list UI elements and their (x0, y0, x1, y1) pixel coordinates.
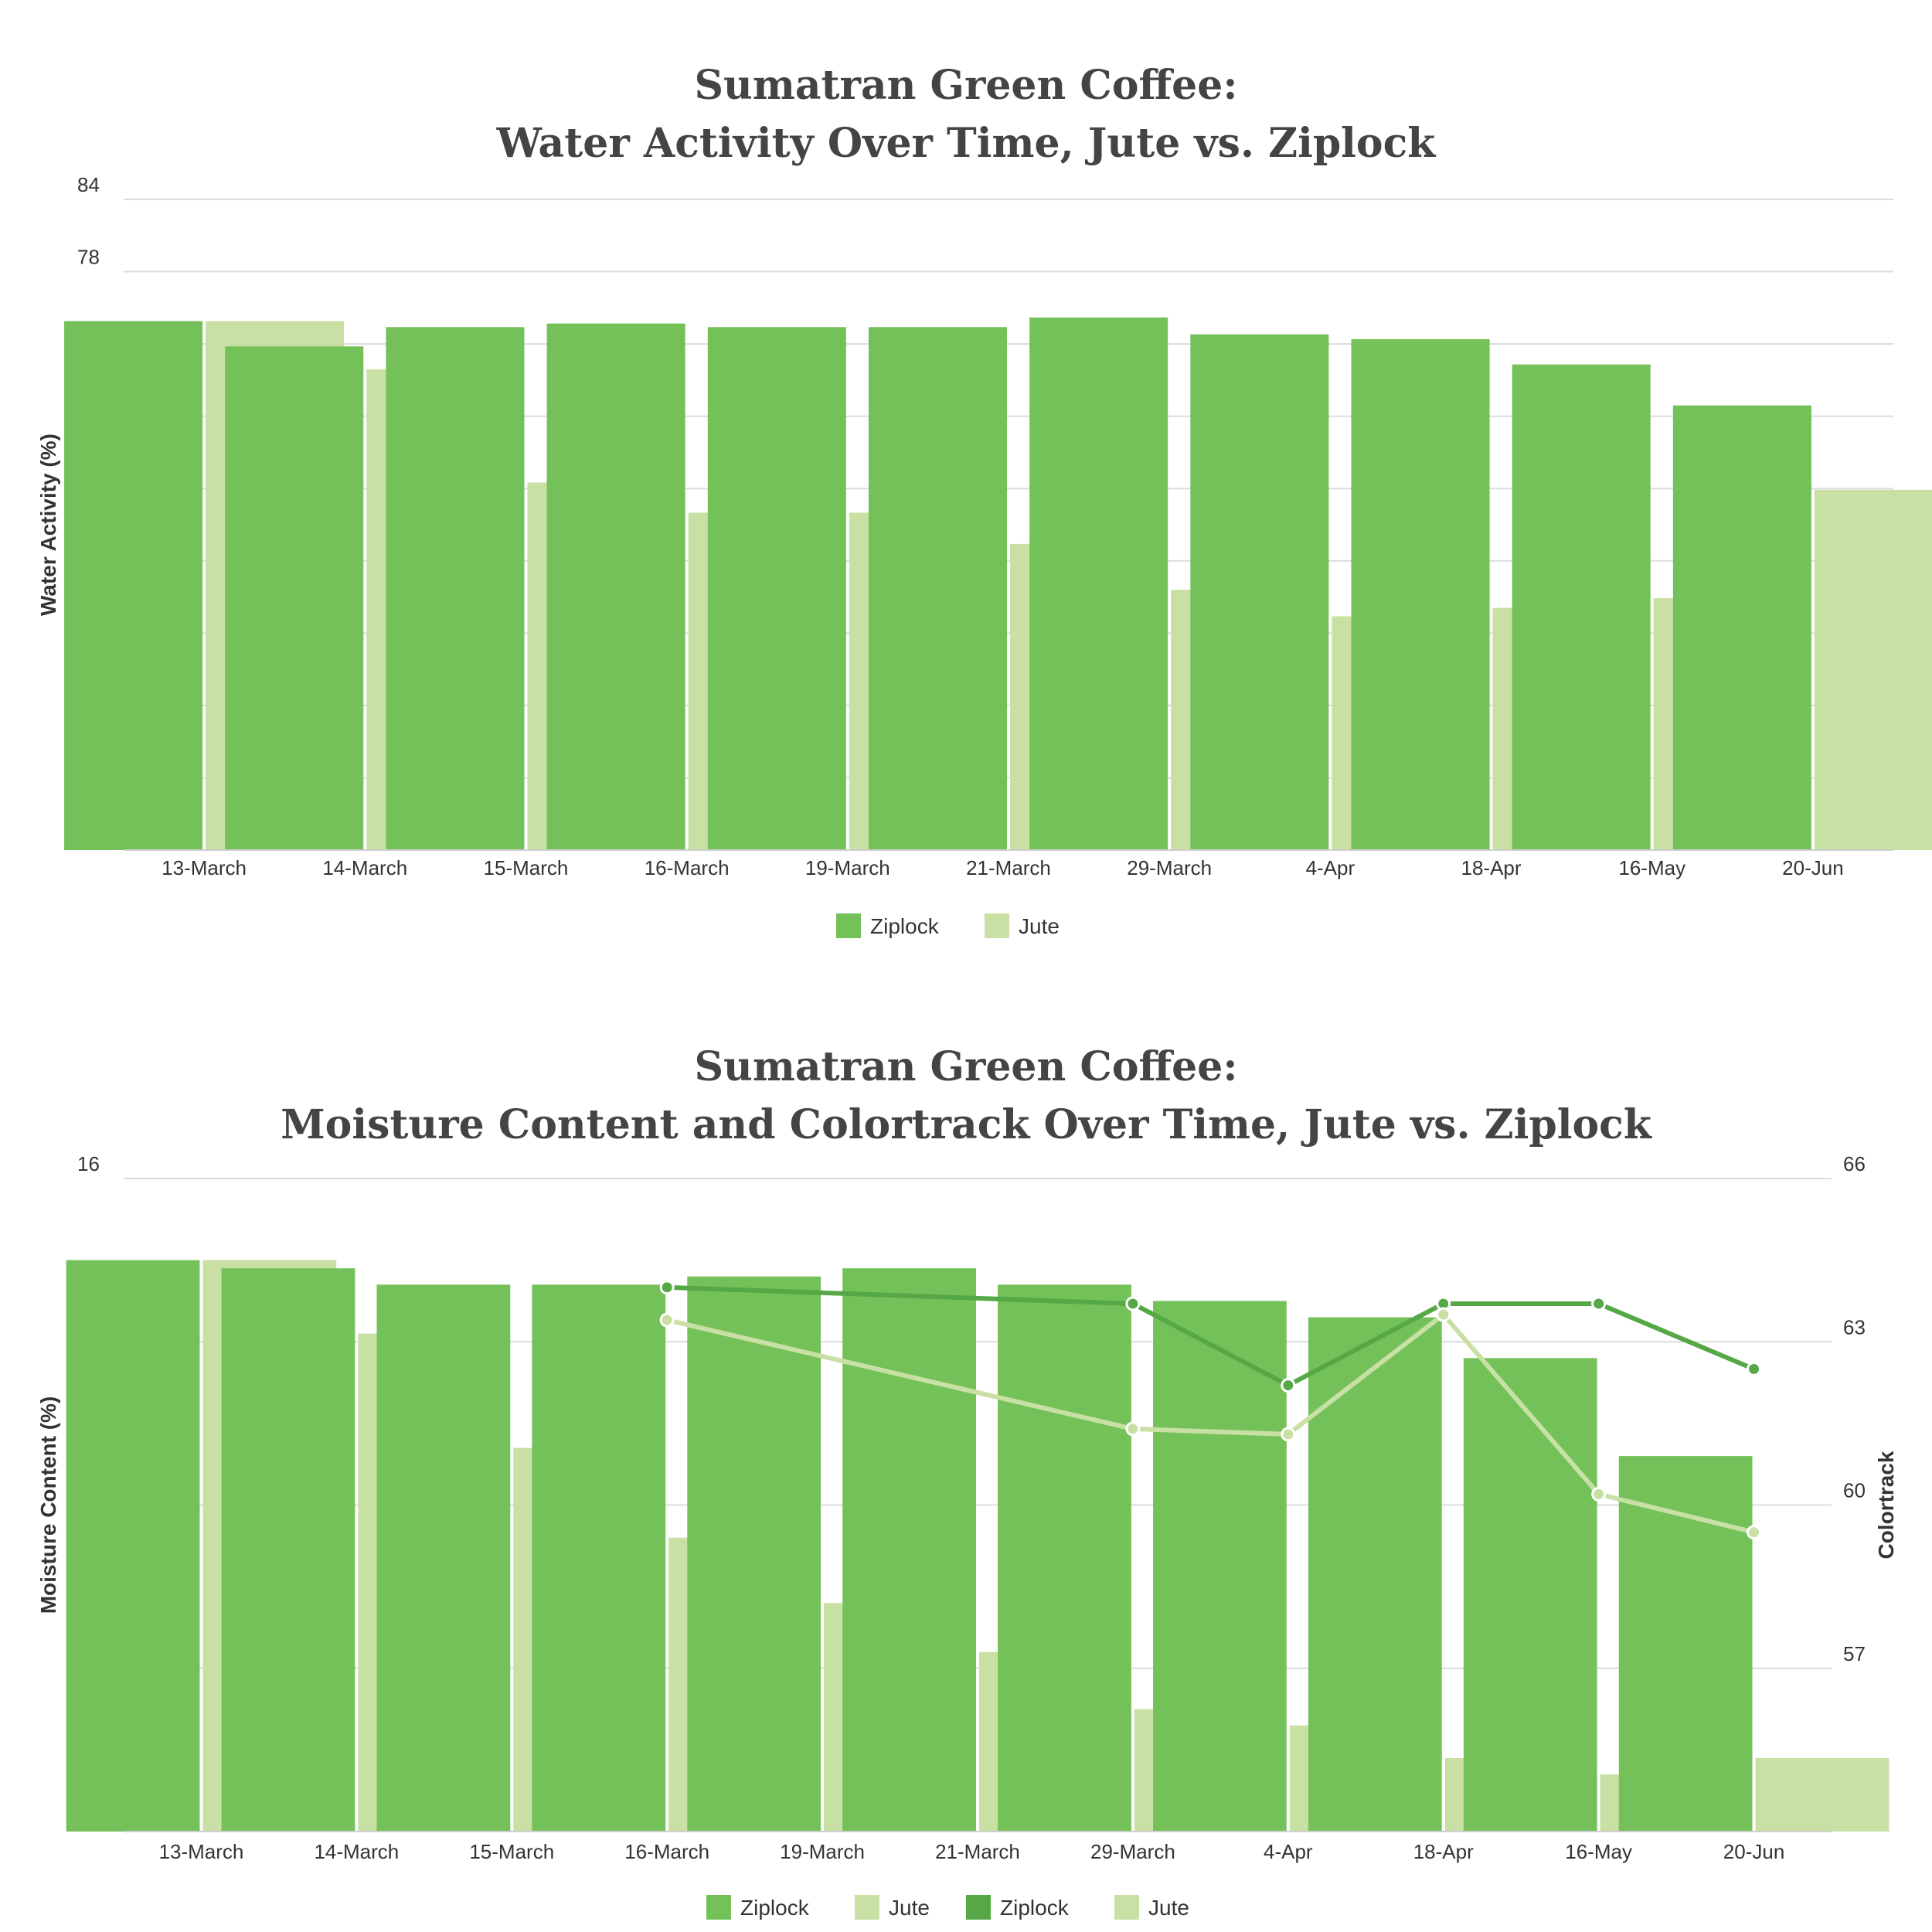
y-tick-label: 84 (77, 173, 100, 196)
x-tick-label: 14-March (322, 856, 407, 879)
legend-swatch (966, 1895, 991, 1920)
bar-ziplock-14-march (221, 1268, 355, 1832)
x-tick-label: 18-Apr (1413, 1840, 1474, 1863)
chart-title-line: Sumatran Green Coffee: (694, 1043, 1237, 1090)
x-tick-label: 16-May (1565, 1840, 1632, 1863)
y-right-tick-label: 63 (1843, 1315, 1866, 1338)
legend-swatch (706, 1895, 731, 1920)
legend-item-ziplock: Ziplock (836, 913, 940, 938)
legend-swatch (1114, 1895, 1139, 1920)
x-tick-label: 19-March (805, 856, 890, 879)
line-point-ziplock (659, 1280, 675, 1295)
x-tick-label: 15-March (484, 856, 569, 879)
line-point-ziplock (1747, 1361, 1762, 1376)
bar-jute-20-jun (1755, 1757, 1889, 1832)
y-right-tick-label: 66 (1843, 1152, 1866, 1175)
bar-ziplock-18-apr (1351, 338, 1490, 850)
bar-ziplock-16-may (1463, 1358, 1597, 1832)
bar-ziplock-13-march (66, 1260, 200, 1832)
moisture-colortrack-chart: Sumatran Green Coffee: Moisture Content a… (36, 1043, 1898, 1920)
bar-ziplock-16-march (546, 323, 685, 850)
bar-ziplock-15-march (386, 327, 525, 850)
bar-ziplock-29-march (1029, 317, 1168, 851)
legend-label: Jute (889, 1896, 930, 1920)
legend-item-jute: Jute (855, 1895, 930, 1920)
y-right-tick-label: 60 (1843, 1479, 1866, 1502)
bar-ziplock-4-apr (1190, 334, 1329, 850)
bar-ziplock-19-march (687, 1276, 821, 1832)
y-axis-label: Moisture Content (%) (36, 1396, 60, 1614)
bar-ziplock-4-apr (1153, 1301, 1287, 1832)
y-tick-label: 78 (77, 246, 100, 269)
x-tick-label: 13-March (159, 1840, 244, 1863)
bar-ziplock-19-march (707, 327, 846, 850)
line-jute (666, 1312, 1755, 1535)
legend-swatch (855, 1895, 879, 1920)
line-point-ziplock (1125, 1296, 1141, 1311)
x-tick-label: 16-May (1618, 856, 1685, 879)
x-tick-label: 14-March (314, 1840, 399, 1863)
y-tick-label: 16 (77, 1152, 100, 1175)
legend-swatch (985, 913, 1009, 938)
bar-ziplock-14-march (225, 346, 364, 851)
legend-item-ziplock: Ziplock (706, 1895, 810, 1920)
x-tick-label: 4-Apr (1264, 1840, 1313, 1863)
line-point-jute (1436, 1307, 1451, 1322)
legend-label: Ziplock (870, 914, 940, 938)
water-activity-chart: Sumatran Green Coffee: Water Activity Ove… (36, 62, 1932, 938)
bar-ziplock-16-may (1512, 364, 1651, 850)
x-tick-label: 29-March (1127, 856, 1212, 879)
x-tick-label: 20-Jun (1723, 1840, 1785, 1863)
bar-jute-20-jun (1814, 489, 1932, 850)
bar-ziplock-20-jun (1618, 1456, 1753, 1832)
y-right-tick-label: 57 (1843, 1642, 1866, 1665)
line-point-jute (1125, 1421, 1141, 1437)
legend-item-ziplock: Ziplock (966, 1895, 1070, 1920)
line-ziplock (667, 1284, 1755, 1388)
bar-ziplock-13-march (64, 321, 203, 850)
y-axis-label: Water Activity (%) (36, 434, 60, 616)
x-tick-label: 21-March (966, 856, 1051, 879)
legend-swatch (836, 913, 861, 938)
legend-label: Ziplock (1000, 1896, 1070, 1920)
x-tick-label: 4-Apr (1306, 856, 1355, 879)
x-tick-label: 19-March (780, 1840, 865, 1863)
line-point-jute (1591, 1486, 1607, 1502)
x-tick-label: 20-Jun (1782, 856, 1844, 879)
line-point-jute (1281, 1427, 1296, 1442)
x-tick-label: 29-March (1090, 1840, 1175, 1863)
line-point-jute (659, 1312, 675, 1328)
line-point-ziplock (1591, 1296, 1607, 1311)
x-tick-label: 13-March (162, 856, 247, 879)
line-point-ziplock (1281, 1378, 1296, 1393)
chart-title-line: Sumatran Green Coffee: (694, 62, 1237, 109)
x-tick-label: 21-March (935, 1840, 1020, 1863)
bar-ziplock-16-march (532, 1284, 666, 1832)
legend-label: Ziplock (740, 1896, 810, 1920)
chart-title-line: Moisture Content and Colortrack Over Tim… (281, 1101, 1652, 1148)
bar-ziplock-21-march (868, 327, 1007, 850)
y-right-axis-label: Colortrack (1874, 1451, 1898, 1559)
bar-ziplock-15-march (376, 1284, 511, 1832)
legend-label: Jute (1019, 914, 1060, 938)
x-tick-label: 15-March (469, 1840, 554, 1863)
legend-item-jute: Jute (1114, 1895, 1189, 1920)
chart-title-line: Water Activity Over Time, Jute vs. Ziplo… (496, 120, 1437, 167)
bar-ziplock-29-march (998, 1284, 1131, 1832)
x-tick-label: 16-March (645, 856, 730, 879)
bar-ziplock-18-apr (1308, 1317, 1442, 1832)
bar-ziplock-20-jun (1672, 405, 1811, 850)
line-point-jute (1747, 1525, 1762, 1540)
x-tick-label: 18-Apr (1461, 856, 1522, 879)
bar-ziplock-21-march (842, 1268, 976, 1832)
x-tick-label: 16-March (624, 1840, 709, 1863)
legend-label: Jute (1148, 1896, 1189, 1920)
legend-item-jute: Jute (985, 913, 1060, 938)
